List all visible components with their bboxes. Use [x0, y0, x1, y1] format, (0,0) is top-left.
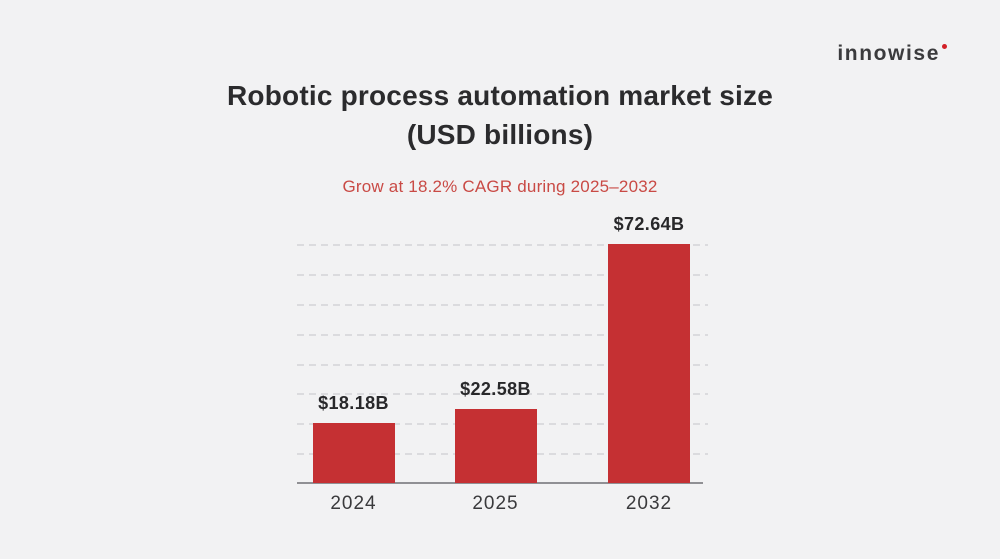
chart-subtitle: Grow at 18.2% CAGR during 2025–2032 — [342, 177, 658, 196]
bar-2032 — [608, 244, 690, 483]
x-axis-line — [297, 482, 703, 484]
brand-logo-text: innowise — [837, 42, 940, 65]
gridline — [297, 363, 708, 366]
bar-value-label-2024: $18.18B — [318, 393, 389, 414]
gridline — [297, 303, 708, 306]
gridline — [297, 333, 708, 336]
chart-title-line2: (USD billions) — [406, 119, 594, 150]
chart-title: Robotic process automation market size (U… — [0, 76, 1000, 154]
bar-value-label-2032: $72.64B — [613, 214, 685, 234]
bar-value-label-2025: $22.58B — [460, 378, 531, 399]
gridline — [297, 244, 708, 246]
bar-chart-plot-area: $18.18B 2024 $22.58B 2025 $72.64B 2032 — [297, 214, 708, 514]
brand-logo: innowise — [837, 43, 947, 64]
brand-dot-icon — [942, 44, 947, 49]
x-axis-label-2024: 2024 — [330, 493, 377, 514]
x-axis-label-2032: 2032 — [625, 493, 673, 514]
gridline — [297, 273, 708, 276]
x-axis-label-2025: 2025 — [472, 493, 519, 514]
bar-2025 — [454, 408, 537, 483]
chart-title-line1: Robotic process automation market size — [227, 80, 773, 111]
bar-2024 — [312, 423, 395, 483]
gridline — [297, 393, 708, 396]
